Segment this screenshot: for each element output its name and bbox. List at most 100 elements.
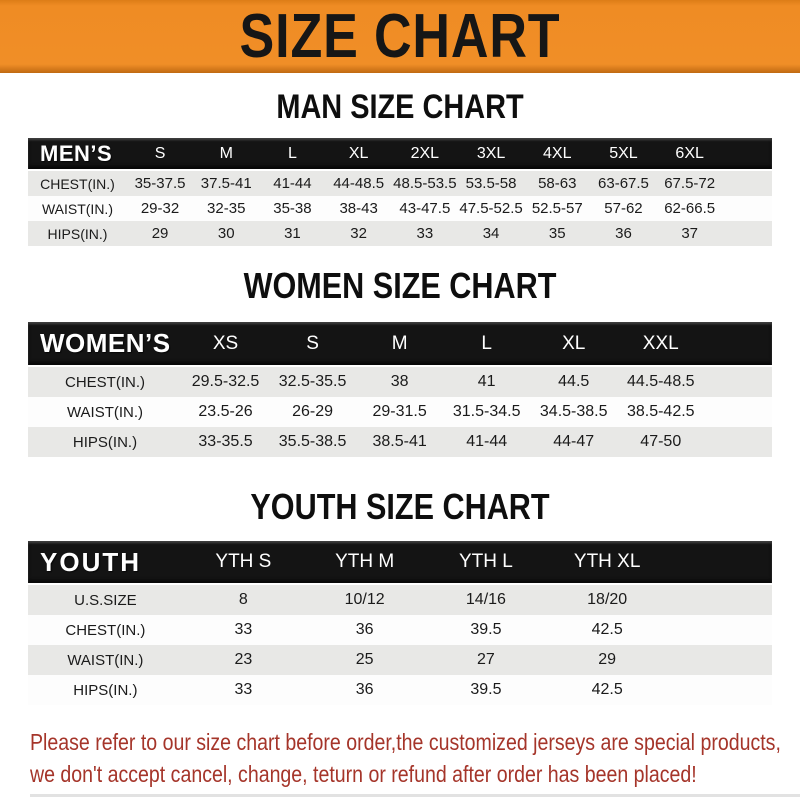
- table-category-label: YOUTH: [40, 546, 141, 577]
- value-cell: 36: [355, 621, 374, 638]
- value-cell: 42.5: [591, 621, 623, 638]
- value-cell: 31.5-34.5: [452, 403, 521, 420]
- men-size-table: MEN’S S M L XL 2XL 3XL 4XL 5XL 6XL CHEST(IN.) 35-37…: [28, 138, 772, 246]
- row-label-cell: WAIST(IN.): [41, 200, 113, 217]
- row-label-cell: CHEST(IN.): [65, 373, 145, 391]
- value-cell: 34: [482, 225, 500, 242]
- measurement-row: WAIST(IN.) 29-32 32-35 35-38 38-43 43-47.5 47.…: [28, 196, 772, 221]
- value-cell: 33: [234, 621, 253, 638]
- size-column-header: S: [154, 144, 166, 162]
- value-cell: 29-31.5: [372, 403, 427, 420]
- youth-size-table: YOUTH YTH S YTH M YTH L YTH XL U.S.SIZE 8 10/12…: [28, 541, 772, 705]
- size-column-header: YTH S: [215, 551, 272, 572]
- measurement-row: HIPS(IN.) 33 36 39.5 42.5: [28, 675, 772, 705]
- value-cell: 25: [355, 651, 374, 668]
- size-chart-banner: SIZE CHART: [0, 0, 800, 73]
- disclaimer-line-2: we don't accept cancel, change, teturn o…: [30, 761, 697, 787]
- size-column-header: XXL: [642, 332, 679, 354]
- value-cell: 33: [416, 225, 434, 242]
- row-label-cell: CHEST(IN.): [65, 621, 146, 639]
- value-cell: 39.5: [470, 621, 502, 638]
- row-label-cell: HIPS(IN.): [72, 433, 138, 451]
- value-cell: 39.5: [470, 681, 502, 698]
- size-column-header: 5XL: [609, 144, 638, 162]
- footer-disclaimer: Please refer to our size chart before or…: [30, 726, 800, 797]
- size-column-header: 4XL: [543, 144, 572, 162]
- measurement-row: CHEST(IN.) 33 36 39.5 42.5: [28, 615, 772, 645]
- value-cell: 34.5-38.5: [539, 403, 608, 420]
- value-cell: 27: [477, 651, 495, 668]
- disclaimer-line-1: Please refer to our size chart before or…: [30, 729, 781, 755]
- value-cell: 38-43: [339, 200, 378, 217]
- women-size-chart-section: WOMEN SIZE CHART WOMEN’S XS S M L XL XXL CHEST(…: [28, 268, 772, 457]
- size-column-header: 3XL: [476, 144, 506, 162]
- size-column-header: L: [481, 332, 492, 354]
- value-cell: 44.5: [558, 373, 590, 390]
- value-cell: 41-44: [273, 175, 312, 192]
- size-table-header-row: WOMEN’S XS S M L XL XXL: [28, 322, 772, 365]
- value-cell: 31: [284, 225, 301, 242]
- value-cell: 29-32: [140, 200, 180, 217]
- value-cell: 52.5-57: [531, 200, 583, 217]
- size-column-header: XL: [562, 332, 586, 354]
- value-cell: 36: [355, 681, 374, 698]
- size-column-header: 2XL: [410, 144, 440, 162]
- measurement-row: WAIST(IN.) 23.5-26 26-29 29-31.5 31.5-34.5 34…: [28, 397, 772, 427]
- value-cell: 47.5-52.5: [459, 200, 523, 217]
- women-size-table: WOMEN’S XS S M L XL XXL CHEST(IN.) 29.5-32.5 32.5…: [28, 322, 772, 457]
- value-cell: 26-29: [292, 403, 334, 420]
- value-cell: 47-50: [640, 433, 682, 450]
- value-cell: 53.5-58: [465, 175, 517, 192]
- value-cell: 36: [615, 225, 632, 242]
- value-cell: 29.5-32.5: [191, 373, 260, 390]
- size-column-header: S: [306, 332, 319, 354]
- size-column-header: 6XL: [675, 144, 704, 162]
- row-label-cell: WAIST(IN.): [66, 403, 144, 421]
- row-label-cell: HIPS(IN.): [47, 225, 108, 242]
- size-column-header: YTH M: [335, 551, 395, 572]
- size-column-header: L: [287, 144, 297, 162]
- value-cell: 44.5-48.5: [626, 373, 695, 390]
- measurement-row: CHEST(IN.) 29.5-32.5 32.5-35.5 38 41 44.5 44.5…: [28, 367, 772, 397]
- value-cell: 14/16: [465, 591, 506, 608]
- row-label-cell: U.S.SIZE: [74, 591, 137, 609]
- value-cell: 37.5-41: [200, 175, 252, 192]
- size-column-header: YTH L: [458, 551, 513, 572]
- value-cell: 18/20: [587, 591, 628, 608]
- value-cell: 43-47.5: [399, 200, 451, 217]
- value-cell: 38: [390, 373, 409, 390]
- row-label-cell: WAIST(IN.): [67, 651, 144, 669]
- size-column-header: M: [391, 332, 408, 354]
- value-cell: 62-66.5: [664, 200, 716, 217]
- size-column-header: YTH XL: [573, 551, 641, 572]
- table-category-label: WOMEN’S: [40, 328, 171, 358]
- value-cell: 48.5-53.5: [393, 175, 457, 192]
- value-cell: 30: [217, 225, 235, 242]
- value-cell: 41: [477, 373, 496, 390]
- row-label-cell: HIPS(IN.): [73, 681, 138, 699]
- value-cell: 10/12: [344, 591, 385, 608]
- value-cell: 38.5-41: [372, 433, 427, 450]
- value-cell: 32-35: [207, 200, 246, 217]
- youth-size-chart-section: YOUTH SIZE CHART YOUTH YTH S YTH M YTH L YTH…: [28, 489, 772, 705]
- size-table-header-row: YOUTH YTH S YTH M YTH L YTH XL: [28, 541, 772, 583]
- value-cell: 33: [234, 681, 253, 698]
- table-category-label: MEN’S: [40, 140, 113, 166]
- youth-section-title: YOUTH SIZE CHART: [250, 486, 550, 527]
- women-section-title: WOMEN SIZE CHART: [243, 265, 557, 306]
- value-cell: 33-35.5: [198, 433, 253, 450]
- value-cell: 63-67.5: [598, 175, 649, 192]
- value-cell: 35-37.5: [134, 175, 186, 192]
- men-size-chart-section: MAN SIZE CHART MEN’S S M L XL 2XL 3XL 4XL 5XL 6XL…: [28, 90, 772, 246]
- value-cell: 29: [151, 225, 169, 242]
- size-column-header: XS: [212, 332, 239, 354]
- size-column-header: M: [219, 144, 233, 162]
- value-cell: 8: [238, 591, 248, 608]
- value-cell: 44-48.5: [333, 175, 385, 192]
- value-cell: 38.5-42.5: [626, 403, 695, 420]
- measurement-row: HIPS(IN.) 33-35.5 35.5-38.5 38.5-41 41-44 44-…: [28, 427, 772, 457]
- value-cell: 67.5-72: [664, 175, 716, 192]
- value-cell: 57-62: [604, 200, 643, 217]
- size-column-header: XL: [348, 144, 369, 162]
- measurement-row: U.S.SIZE 8 10/12 14/16 18/20: [28, 585, 772, 615]
